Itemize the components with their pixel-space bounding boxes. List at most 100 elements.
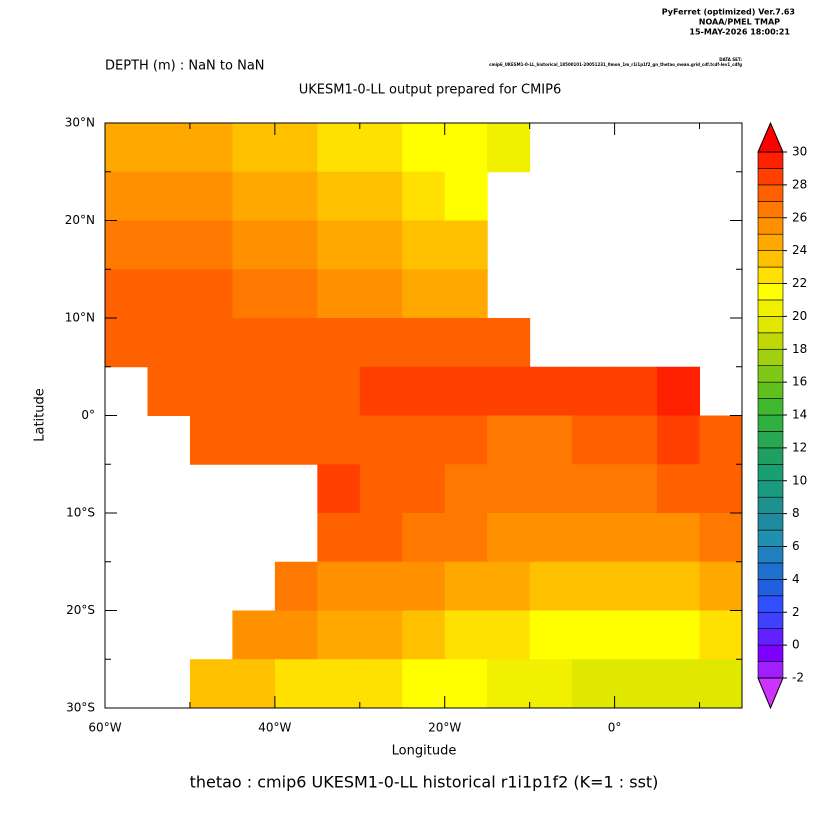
cell (402, 561, 446, 611)
cell (317, 269, 361, 319)
cell (614, 415, 658, 465)
cell (444, 171, 488, 221)
cell (402, 513, 446, 563)
cell (232, 269, 276, 319)
colorbar-swatch (757, 562, 784, 580)
cell (232, 318, 276, 368)
cell (359, 610, 403, 660)
cell (614, 659, 658, 709)
colorbar-swatch (757, 464, 784, 482)
cell (529, 659, 573, 709)
colorbar-swatch (757, 201, 784, 219)
x-axis-label: Longitude (392, 744, 457, 759)
cell (274, 561, 318, 611)
cell (402, 659, 446, 709)
cell (105, 220, 148, 270)
cell (189, 269, 233, 319)
colorbar-label: -2 (792, 671, 804, 685)
cell (189, 220, 233, 270)
colorbar-swatch (757, 348, 784, 366)
cell (147, 269, 191, 319)
cell (189, 415, 233, 465)
cell (317, 659, 361, 709)
cell (657, 366, 701, 416)
colorbar-label: 10 (792, 473, 807, 487)
program-date: 15-MAY-2026 18:00:21 (689, 28, 790, 37)
colorbar-swatch (757, 332, 784, 350)
cell (147, 220, 191, 270)
cell (444, 123, 488, 173)
cell (147, 123, 191, 173)
y-tick-label: 10°S (66, 506, 95, 520)
x-tick-label: 20°W (428, 721, 461, 735)
cell (657, 464, 701, 514)
cell (274, 220, 318, 270)
cell (657, 610, 701, 660)
dataset: cmip6_UKESM1-0-LL_historical_18500101-20… (489, 62, 742, 67)
colorbar-label: 12 (792, 440, 807, 454)
cell (402, 123, 446, 173)
cell (487, 415, 531, 465)
colorbar-swatch (757, 595, 784, 613)
colorbar-swatch (757, 184, 784, 202)
cell (189, 171, 233, 221)
cell (402, 269, 446, 319)
cell (359, 659, 403, 709)
cell (402, 415, 446, 465)
cell (444, 269, 488, 319)
colorbar-label: 0 (792, 638, 800, 652)
cell (317, 123, 361, 173)
cell (572, 610, 616, 660)
chart-title: UKESM1-0-LL output prepared for CMIP6 (299, 83, 562, 98)
cell (317, 318, 361, 368)
colorbar-over (757, 121, 784, 153)
cell (487, 561, 531, 611)
cell (444, 366, 488, 416)
cell (614, 561, 658, 611)
cell (699, 513, 743, 563)
cell (147, 318, 191, 368)
colorbar-under (757, 677, 784, 710)
cell (572, 464, 616, 514)
colorbar-label: 22 (792, 276, 807, 290)
cell (274, 610, 318, 660)
cell (359, 513, 403, 563)
cell (699, 464, 743, 514)
colorbar-label: 26 (792, 210, 807, 224)
cell (699, 561, 743, 611)
cell (189, 366, 233, 416)
cell (444, 659, 488, 709)
cell (529, 610, 573, 660)
cell (402, 171, 446, 221)
cell (444, 513, 488, 563)
cell (359, 318, 403, 368)
y-axis-label: Latitude (33, 388, 48, 442)
cell (359, 366, 403, 416)
cell (572, 659, 616, 709)
cell (402, 610, 446, 660)
cell (444, 415, 488, 465)
colorbar-label: 16 (792, 375, 807, 389)
cell (487, 464, 531, 514)
cell (232, 171, 276, 221)
colorbar-swatch (757, 398, 784, 416)
cell (274, 415, 318, 465)
cell (274, 318, 318, 368)
cell (317, 366, 361, 416)
cell (359, 464, 403, 514)
cell (529, 415, 573, 465)
colorbar-swatch (757, 151, 784, 169)
footer: thetao : cmip6 UKESM1-0-LL historical r1… (190, 773, 659, 792)
cell (487, 318, 531, 368)
colorbar-swatch (757, 496, 784, 514)
cell (317, 513, 361, 563)
colorbar-label: 18 (792, 342, 807, 356)
cell (232, 659, 276, 709)
colorbar-swatch (757, 316, 784, 334)
cell (274, 123, 318, 173)
cell (359, 123, 403, 173)
cell (402, 464, 446, 514)
cell (444, 220, 488, 270)
